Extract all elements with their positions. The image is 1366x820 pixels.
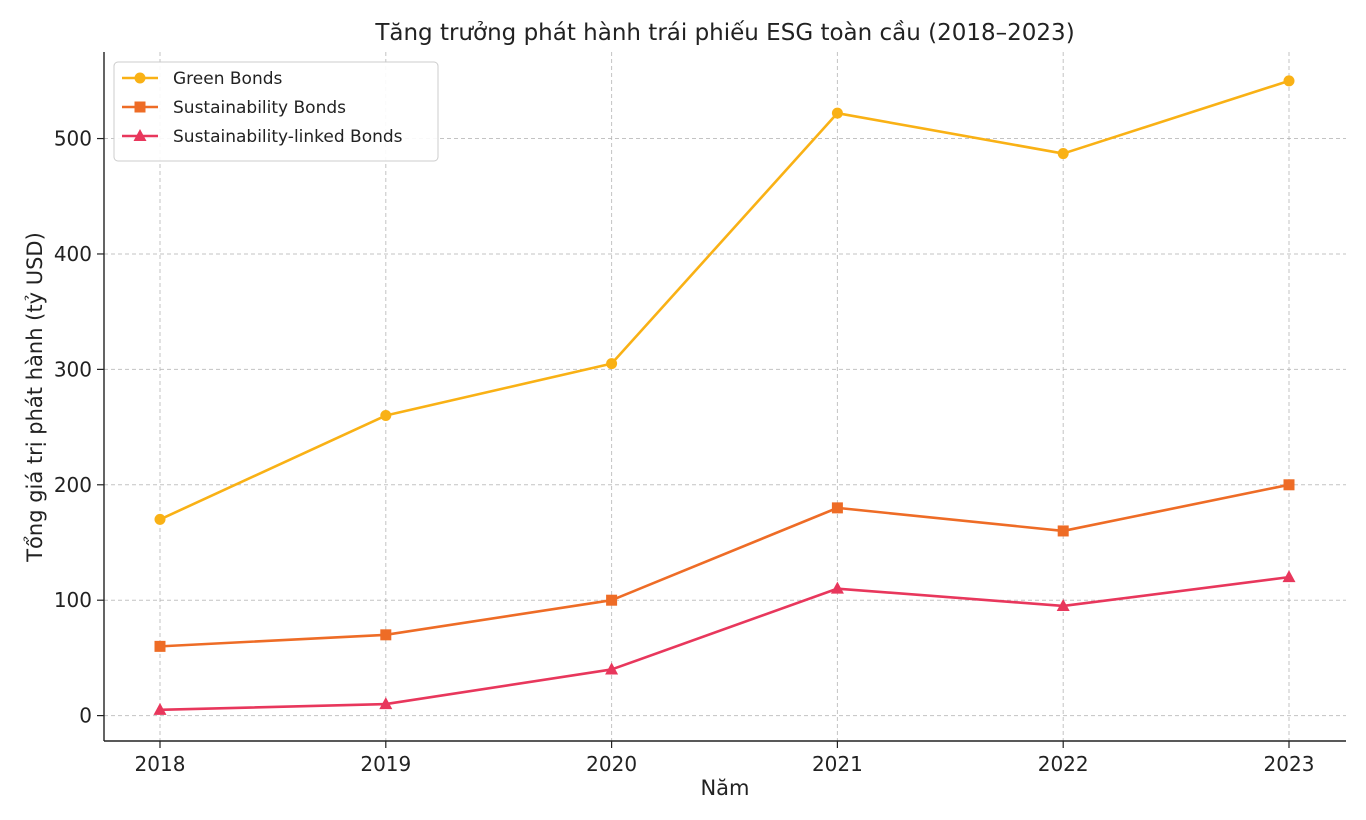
series-line: [159, 483, 1290, 648]
legend-label: Green Bonds: [173, 69, 283, 89]
data-point: [1283, 479, 1295, 491]
x-tick-label: 2023: [1264, 752, 1315, 776]
y-tick-label: 200: [54, 473, 92, 497]
data-point: [605, 662, 619, 675]
data-point: [1282, 570, 1296, 583]
series-line: [159, 575, 1290, 712]
y-tick-label: 500: [54, 127, 92, 151]
y-tick-label: 100: [54, 588, 92, 612]
chart-title: Tăng trưởng phát hành trái phiếu ESG toà…: [374, 20, 1074, 46]
data-point: [1057, 148, 1069, 160]
legend-item: Sustainability-linked Bonds: [122, 127, 403, 147]
data-point: [831, 107, 843, 119]
data-point: [1057, 525, 1069, 537]
data-point: [154, 640, 166, 652]
legend-box: [113, 61, 439, 162]
legend-label: Sustainability Bonds: [173, 98, 346, 118]
x-tick-label: 2019: [360, 752, 411, 776]
axes: 2018 2019 2020 2021 2022 2023 0 100 200 300 400 500: [54, 52, 1346, 776]
data-point: [380, 410, 392, 422]
data-point: [1056, 598, 1070, 611]
data-point: [1283, 75, 1295, 87]
data-point: [831, 502, 843, 514]
y-axis-label: Tổng giá trị phát hành (tỷ USD): [23, 232, 47, 563]
data-point: [606, 358, 618, 370]
legend: Green Bonds Sustainability Bonds Sustainab…: [113, 61, 439, 162]
y-tick-label: 0: [79, 704, 92, 728]
legend-item: Green Bonds: [122, 69, 283, 89]
legend-swatch-marker: [134, 101, 146, 113]
legend-swatch-marker: [134, 72, 146, 84]
y-tick-label: 400: [54, 242, 92, 266]
series-1: [154, 75, 1295, 525]
data-point: [154, 513, 166, 525]
legend-swatch-marker: [133, 129, 147, 141]
legend-item: Sustainability Bonds: [122, 98, 346, 118]
data-point: [380, 629, 392, 641]
x-axis-label: Năm: [700, 776, 749, 800]
series-3: [153, 570, 1296, 715]
x-tick-label: 2021: [812, 752, 863, 776]
series-line: [159, 79, 1290, 521]
x-tick-label: 2018: [135, 752, 186, 776]
data-point: [606, 594, 618, 606]
y-tick-label: 300: [54, 357, 92, 381]
x-tick-label: 2020: [586, 752, 637, 776]
data-point: [153, 702, 167, 715]
x-tick-label: 2022: [1038, 752, 1089, 776]
data-point: [379, 697, 393, 710]
legend-label: Sustainability-linked Bonds: [173, 127, 403, 147]
data-point: [830, 581, 844, 594]
series-group: [153, 75, 1296, 715]
series-2: [154, 479, 1295, 652]
